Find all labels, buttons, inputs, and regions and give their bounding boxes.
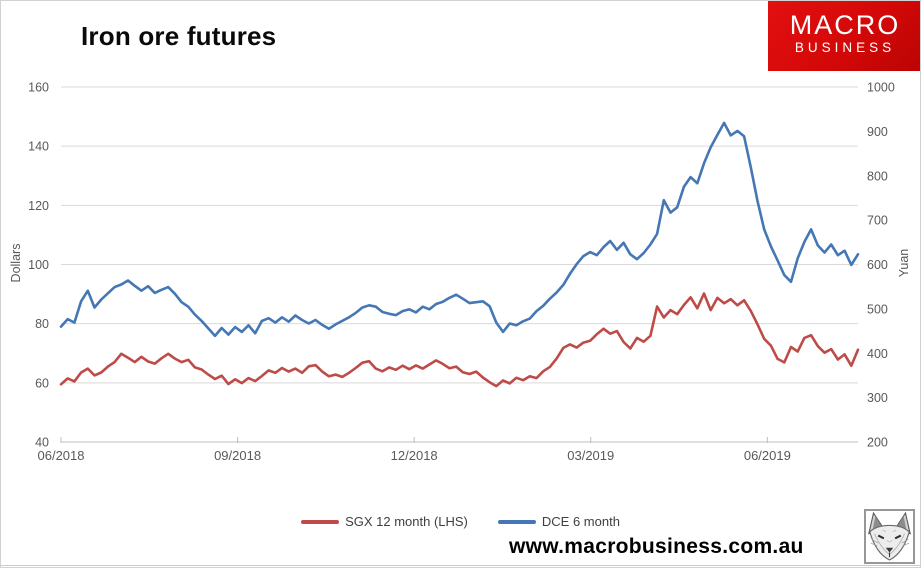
dce-line-swatch <box>497 519 536 524</box>
x-axis-tick-label: 03/2019 <box>567 448 614 463</box>
right-axis-tick-label: 1000 <box>867 81 895 95</box>
right-axis-tick-label: 200 <box>867 436 888 450</box>
left-axis-tick-label: 120 <box>28 199 49 213</box>
left-axis-tick-label: 100 <box>28 258 49 272</box>
legend-label-sgx: SGX 12 month (LHS) <box>345 514 468 529</box>
left-axis-tick-label: 60 <box>35 376 49 390</box>
macrobusiness-logo: MACRO BUSINESS <box>768 1 920 71</box>
website-url: www.macrobusiness.com.au <box>509 535 804 558</box>
left-axis-tick-label: 160 <box>28 81 49 95</box>
right-axis-tick-label: 700 <box>867 214 888 228</box>
right-axis-tick-label: 600 <box>867 258 888 272</box>
left-axis-tick-label: 80 <box>35 317 49 331</box>
legend-label-dce: DCE 6 month <box>541 514 620 529</box>
dce-series-line <box>59 121 860 338</box>
logo-text-macro: MACRO <box>789 10 901 40</box>
right-axis-tick-label: 900 <box>867 125 888 139</box>
right-axis-tick-label: 800 <box>867 169 888 183</box>
right-axis-tick-label: 500 <box>867 302 888 316</box>
legend-item-sgx: SGX 12 month (LHS) <box>301 514 468 529</box>
legend: SGX 12 month (LHS) DCE 6 month <box>1 514 920 529</box>
x-axis-tick-label: 06/2018 <box>38 448 85 463</box>
chart-title: Iron ore futures <box>81 21 277 51</box>
fox-logo <box>864 509 915 564</box>
right-axis-tick-label: 400 <box>867 347 888 361</box>
x-axis-tick-label: 09/2018 <box>214 448 261 463</box>
sgx-series-line <box>59 292 860 388</box>
right-axis-tick-label: 300 <box>867 391 888 405</box>
x-axis-tick-label: 12/2018 <box>391 448 438 463</box>
left-axis-tick-label: 140 <box>28 140 49 154</box>
x-axis-tick-label: 06/2019 <box>744 448 791 463</box>
left-axis-title: Dollars <box>9 243 23 283</box>
footer-divider <box>1 565 920 566</box>
left-axis-tick-label: 40 <box>35 436 49 450</box>
legend-item-dce: DCE 6 month <box>497 514 620 529</box>
fox-sketch-icon <box>868 511 911 561</box>
sgx-line-swatch <box>301 519 340 524</box>
logo-text-business: BUSINESS <box>794 40 896 55</box>
right-axis-title: Yuan <box>897 248 911 278</box>
